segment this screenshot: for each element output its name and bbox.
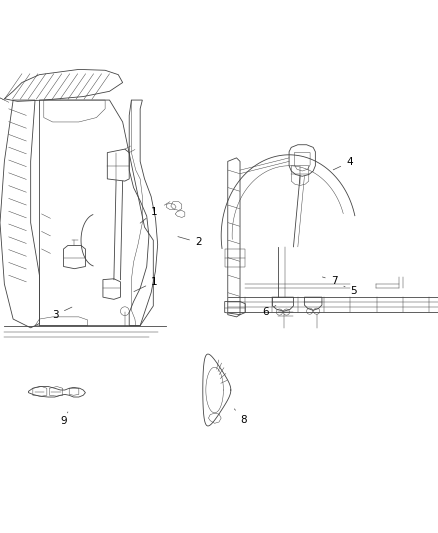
Text: 1: 1 — [140, 207, 158, 223]
Text: 8: 8 — [234, 409, 247, 425]
Text: 6: 6 — [263, 305, 276, 318]
Text: 9: 9 — [60, 412, 68, 426]
Text: 1: 1 — [134, 277, 158, 292]
Text: 5: 5 — [344, 286, 357, 296]
Text: 4: 4 — [333, 157, 353, 170]
Text: 2: 2 — [178, 237, 201, 247]
Text: 7: 7 — [322, 276, 337, 286]
Text: 3: 3 — [53, 307, 72, 320]
